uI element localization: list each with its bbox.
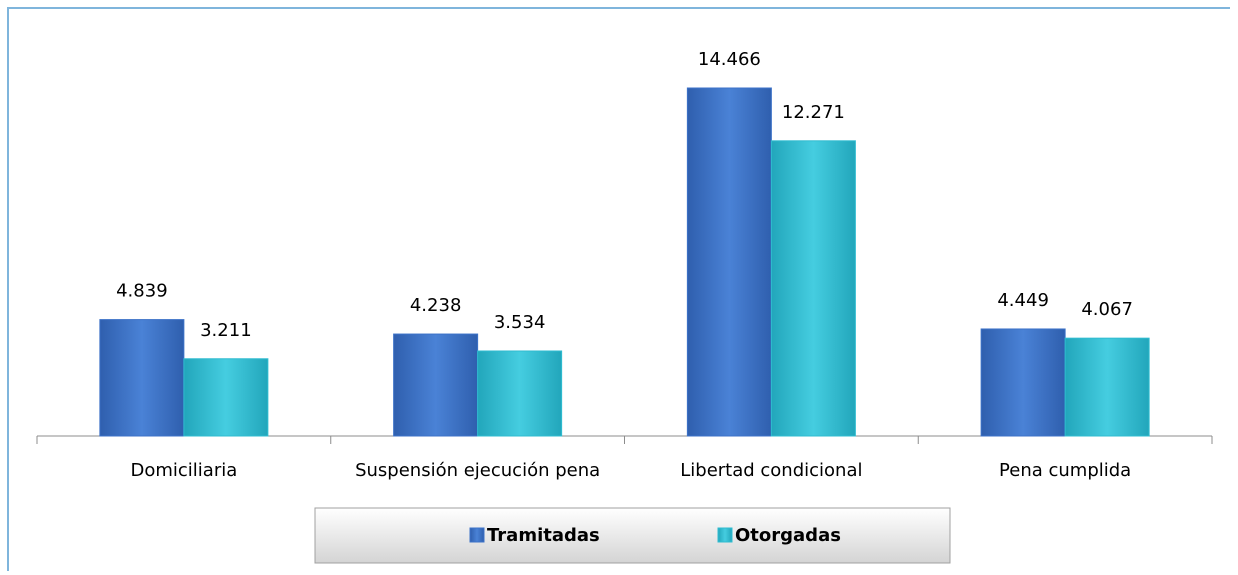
legend-swatch (469, 527, 485, 543)
data-label: 3.534 (494, 312, 546, 333)
x-tick-label: Pena cumplida (999, 460, 1131, 481)
bar (477, 350, 563, 437)
x-tick-label: Domiciliaria (130, 460, 237, 481)
bar (770, 140, 856, 437)
bar (183, 358, 269, 437)
legend-label: Tramitadas (487, 525, 600, 546)
legend-box (314, 507, 951, 564)
data-label: 12.271 (782, 102, 845, 123)
bar (99, 319, 185, 437)
legend-label: Otorgadas (735, 525, 841, 546)
data-label: 4.067 (1081, 299, 1133, 320)
bar (686, 87, 772, 437)
bar (980, 328, 1066, 437)
data-label: 4.449 (997, 290, 1049, 311)
data-label: 3.211 (200, 320, 252, 341)
legend-swatch (717, 527, 733, 543)
data-label: 4.839 (116, 281, 168, 302)
data-label: 14.466 (698, 49, 761, 70)
bar (1064, 337, 1150, 437)
frame (7, 7, 1230, 571)
x-tick-label: Libertad condicional (680, 460, 862, 481)
bar (393, 333, 479, 437)
x-tick-label: Suspensión ejecución pena (355, 460, 600, 481)
data-label: 4.238 (410, 295, 462, 316)
